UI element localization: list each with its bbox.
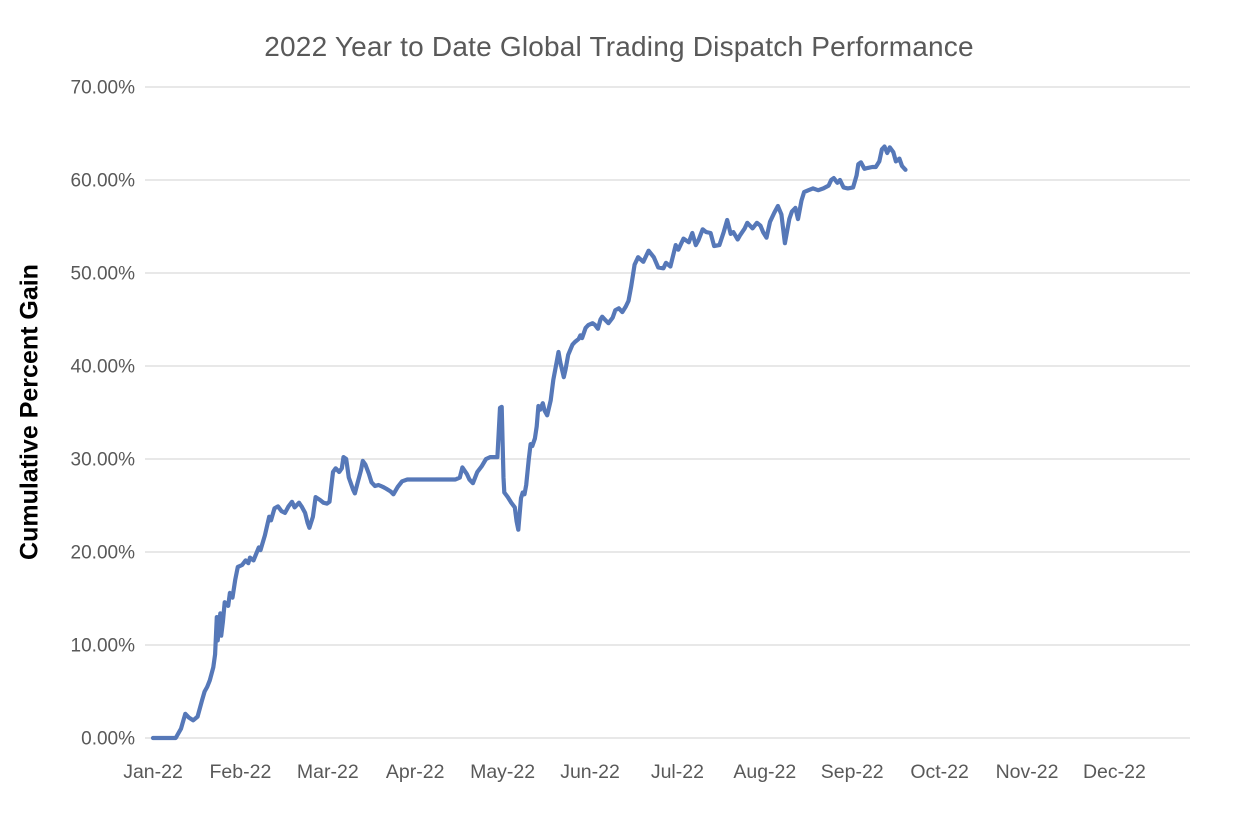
y-tick-label: 10.00% — [71, 636, 136, 657]
y-tick-label: 40.00% — [71, 357, 136, 378]
y-tick-label: 30.00% — [71, 450, 136, 471]
y-tick-label: 70.00% — [71, 78, 136, 99]
x-tick-label: Sep-22 — [821, 761, 884, 783]
x-tick-label: May-22 — [470, 761, 535, 783]
x-tick-label: Oct-22 — [910, 761, 969, 783]
y-tick-label: 60.00% — [71, 171, 136, 192]
x-tick-label: Jul-22 — [651, 761, 704, 783]
x-tick-label: Jun-22 — [560, 761, 620, 783]
x-tick-label: Jan-22 — [123, 761, 183, 783]
x-tick-label: Aug-22 — [733, 761, 796, 783]
x-tick-label: Nov-22 — [996, 761, 1059, 783]
series-line — [150, 144, 908, 741]
y-tick-label: 50.00% — [71, 264, 136, 285]
x-tick-label: Dec-22 — [1083, 761, 1146, 783]
x-tick-label: Apr-22 — [386, 761, 445, 783]
chart-title: 2022 Year to Date Global Trading Dispatc… — [264, 31, 974, 62]
y-tick-label: 0.00% — [81, 729, 135, 750]
x-tick-label: Mar-22 — [297, 761, 359, 783]
y-tick-label: 20.00% — [71, 543, 136, 564]
x-tick-label: Feb-22 — [210, 761, 272, 783]
